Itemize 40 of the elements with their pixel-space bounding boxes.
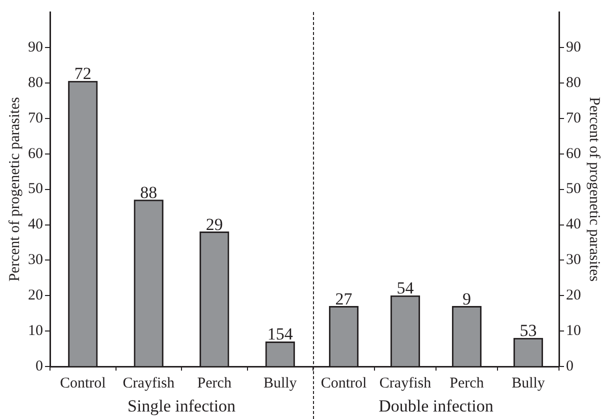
annotation: 154 (267, 324, 294, 344)
y-tick-label: 20 (566, 288, 581, 304)
x-tick-label: Crayfish (379, 376, 432, 392)
annotation: 72 (74, 64, 92, 84)
y-tick-label: 70 (566, 110, 581, 126)
x-axis-title: Double infection (378, 396, 494, 416)
x-axis-title: Single infection (127, 396, 236, 416)
y-tick-label: 80 (28, 74, 43, 91)
x-tick-label: Perch (197, 376, 232, 392)
x-tick-label: Control (320, 376, 367, 392)
y-tick-label: 90 (28, 39, 43, 56)
x-tick-label: Bully (512, 376, 546, 392)
y-axis-title: Percent of progenetic parasites (586, 97, 602, 282)
annotation: 29 (206, 214, 223, 234)
y-tick-label: 10 (28, 323, 43, 340)
y-tick-label: 10 (566, 323, 581, 340)
y-tick-label: 70 (28, 110, 43, 126)
y-tick-label: 40 (566, 216, 581, 233)
x-tick-label: Crayfish (122, 376, 175, 392)
annotation: 53 (520, 321, 537, 340)
annotation: 9 (462, 289, 471, 308)
x-tick-label: Bully (263, 376, 298, 392)
y-axis-title: Percent of progenetic parasites (6, 96, 23, 282)
annotation: 54 (396, 278, 414, 298)
annotation: 88 (140, 182, 158, 202)
x-tick-label: Perch (450, 376, 484, 392)
y-tick-label: 90 (566, 39, 581, 56)
y-tick-label: 50 (28, 181, 43, 198)
y-tick-label: 80 (566, 74, 581, 91)
y-tick-label: 40 (28, 216, 43, 233)
y-tick-label: 50 (566, 181, 581, 198)
annotation: 27 (335, 289, 353, 308)
y-tick-label: 0 (36, 358, 43, 375)
y-tick-label: 30 (566, 252, 581, 268)
y-tick-label: 60 (28, 146, 43, 162)
x-tick-label: Control (60, 376, 106, 392)
y-tick-label: 20 (28, 288, 43, 304)
y-tick-label: 0 (566, 358, 574, 375)
y-tick-label: 30 (28, 252, 43, 268)
y-tick-label: 60 (566, 146, 581, 162)
